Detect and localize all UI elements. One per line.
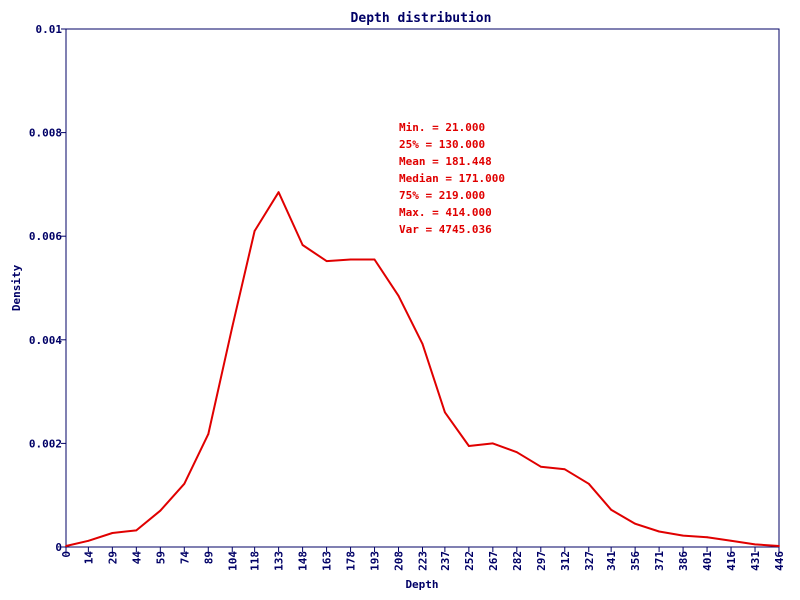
- density-point: [610, 508, 612, 511]
- density-point: [778, 545, 780, 547]
- stats-line: Median = 171.000: [399, 172, 505, 185]
- density-point: [277, 191, 280, 194]
- density-point: [373, 258, 376, 261]
- x-tick-label: 312: [559, 551, 572, 571]
- density-point: [468, 445, 470, 447]
- density-point: [325, 260, 328, 262]
- x-tick-label: 431: [749, 551, 762, 571]
- y-tick-label: 0.01: [36, 23, 63, 36]
- x-tick-label: 401: [701, 551, 714, 571]
- density-point: [491, 442, 494, 445]
- x-tick-label: 327: [583, 551, 596, 571]
- x-tick-label: 148: [297, 551, 310, 571]
- stats-line: 75% = 219.000: [399, 189, 485, 202]
- x-axis-label: Depth: [405, 578, 438, 591]
- x-tick-label: 297: [535, 551, 548, 571]
- x-tick-label: 252: [463, 551, 476, 571]
- density-point: [634, 522, 636, 525]
- x-tick-label: 59: [154, 551, 167, 564]
- density-point: [159, 509, 162, 512]
- density-point: [563, 468, 566, 471]
- y-tick-label: 0.002: [29, 437, 62, 450]
- stats-line: 25% = 130.000: [399, 138, 485, 151]
- x-tick-label: 89: [202, 551, 215, 564]
- y-tick-label: 0.006: [29, 230, 62, 243]
- density-point: [706, 536, 708, 539]
- x-tick-label: 0: [60, 551, 73, 558]
- stats-line: Max. = 414.000: [399, 206, 492, 219]
- density-point: [183, 482, 186, 485]
- density-point: [301, 244, 304, 246]
- density-point: [682, 534, 684, 537]
- x-tick-label: 104: [226, 551, 239, 571]
- density-point: [730, 539, 732, 542]
- density-point: [87, 539, 90, 542]
- density-point: [587, 482, 590, 485]
- x-tick-label: 237: [439, 551, 452, 571]
- series-layer: [65, 191, 780, 547]
- x-tick-label: 386: [677, 551, 690, 571]
- x-tick-label: 446: [773, 551, 786, 571]
- density-point: [135, 529, 138, 532]
- x-tick-label: 14: [82, 551, 95, 565]
- density-point: [231, 325, 234, 328]
- stats-annotation: Min. = 21.000 25% = 130.000 Mean = 181.448…: [399, 121, 505, 236]
- x-tick-label: 193: [369, 551, 382, 571]
- density-point: [421, 343, 424, 345]
- plot-frame: [65, 28, 780, 548]
- x-tick-label: 282: [511, 551, 524, 571]
- density-line: [65, 191, 780, 547]
- x-tick-label: 341: [605, 551, 618, 571]
- stats-line: Min. = 21.000: [399, 121, 485, 134]
- y-tick-label: 0.004: [29, 334, 62, 347]
- x-tick-label: 208: [393, 551, 406, 571]
- density-point: [515, 451, 518, 454]
- density-point: [444, 411, 446, 414]
- x-tick-label: 118: [249, 551, 262, 571]
- density-point: [658, 530, 660, 533]
- density-point: [111, 532, 114, 534]
- x-tick-label: 356: [629, 551, 642, 571]
- x-tick-label: 223: [417, 551, 430, 571]
- density-point: [754, 543, 756, 546]
- y-axis-ticks: 0 0.002 0.004 0.006 0.008 0.01: [29, 23, 66, 554]
- density-point: [253, 230, 256, 232]
- x-tick-label: 29: [106, 551, 119, 564]
- stats-line: Var = 4745.036: [399, 223, 492, 236]
- x-tick-label: 371: [653, 551, 666, 571]
- density-point: [207, 433, 210, 435]
- density-point: [349, 258, 352, 261]
- density-point: [397, 294, 400, 297]
- x-axis-ticks: 0 14 29 44 59 74 89 104 118 133 148 163 178 193 208 223…: [60, 547, 786, 571]
- y-axis-label: Density: [10, 264, 23, 311]
- x-tick-label: 178: [345, 551, 358, 571]
- x-tick-label: 74: [178, 551, 191, 565]
- x-tick-label: 416: [725, 551, 738, 571]
- density-point: [65, 545, 67, 547]
- density-point: [539, 465, 542, 468]
- chart-title: Depth distribution: [351, 11, 492, 26]
- stats-line: Mean = 181.448: [399, 155, 492, 168]
- x-tick-label: 163: [321, 551, 334, 571]
- x-tick-label: 267: [487, 551, 500, 571]
- x-tick-label: 44: [130, 551, 143, 565]
- y-tick-label: 0: [55, 541, 62, 554]
- x-tick-label: 133: [273, 551, 286, 571]
- y-tick-label: 0.008: [29, 127, 62, 140]
